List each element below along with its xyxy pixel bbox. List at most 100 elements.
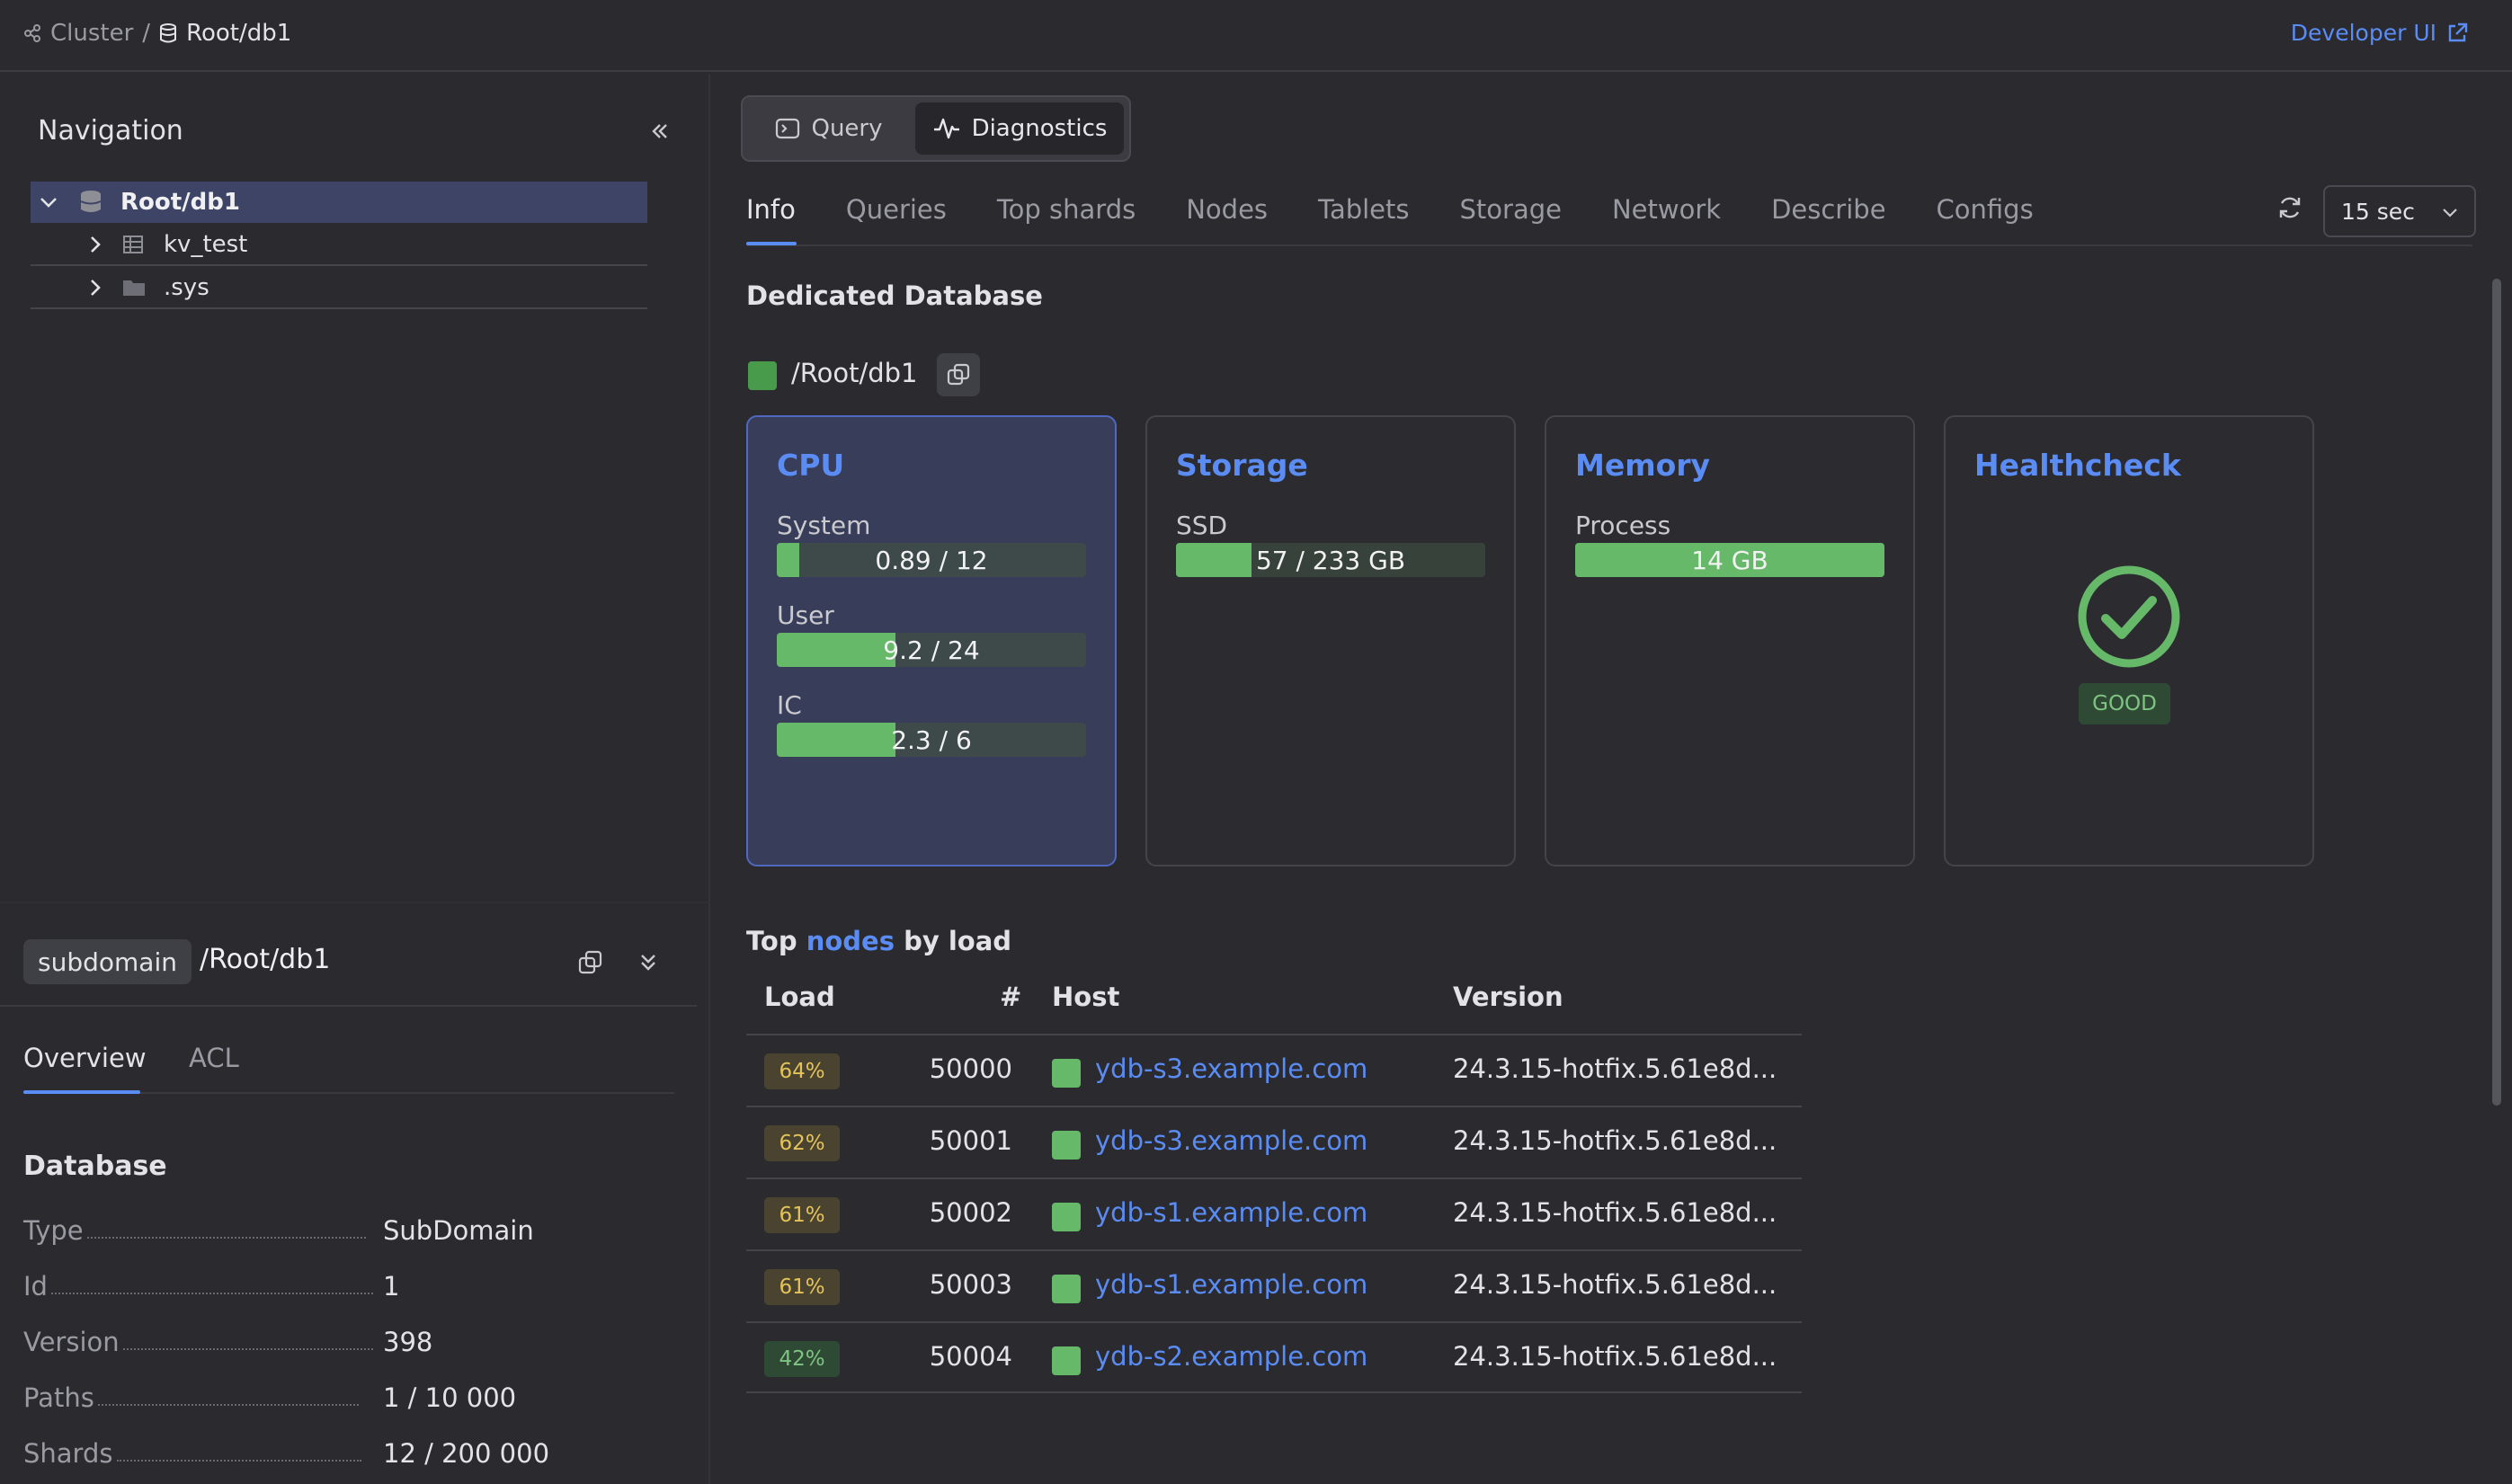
nodes-link[interactable]: nodes <box>806 926 895 956</box>
memory-card[interactable]: Memory Process 14 GB <box>1545 415 1915 866</box>
prop-row-type: Type SubDomain <box>23 1210 689 1246</box>
tab-storage[interactable]: Storage <box>1459 194 1562 225</box>
bar-text: 2.3 / 6 <box>891 724 972 755</box>
breadcrumb-cluster[interactable]: Cluster <box>50 20 134 47</box>
folder-icon <box>122 278 153 298</box>
card-title: Memory <box>1575 448 1711 483</box>
breadcrumb: Cluster / Root/db1 <box>23 20 291 47</box>
tab-tablets[interactable]: Tablets <box>1318 194 1410 225</box>
prop-row-id: Id 1 <box>23 1266 689 1302</box>
tab-configs[interactable]: Configs <box>1936 194 2034 225</box>
node-id: 50003 <box>929 1269 1012 1300</box>
node-host-link[interactable]: ydb-s3.example.com <box>1095 1053 1368 1084</box>
node-host-link[interactable]: ydb-s2.example.com <box>1095 1341 1368 1372</box>
tree-item-label: .sys <box>164 274 209 301</box>
main-scrollbar[interactable] <box>2492 279 2501 1106</box>
tab-info[interactable]: Info <box>746 194 796 225</box>
node-status-indicator <box>1052 1275 1081 1303</box>
node-version: 24.3.15-hotfix.5.61e8d... <box>1453 1269 1777 1300</box>
tab-nodes[interactable]: Nodes <box>1186 194 1269 225</box>
cluster-icon <box>23 24 41 42</box>
prop-key: Id <box>23 1271 48 1302</box>
table-row[interactable]: 61% 50002 ydb-s1.example.com 24.3.15-hot… <box>746 1177 1802 1249</box>
column-header-host[interactable]: Host <box>1052 982 1120 1012</box>
prop-row-paths: Paths 1 / 10 000 <box>23 1377 689 1413</box>
chevron-right-icon[interactable] <box>85 234 117 255</box>
tab-network[interactable]: Network <box>1611 194 1722 225</box>
main-panel: Query Diagnostics Info Queries Top shard… <box>712 74 2512 1484</box>
refresh-interval-select[interactable]: 15 sec <box>2323 185 2476 237</box>
node-version: 24.3.15-hotfix.5.61e8d... <box>1453 1053 1777 1084</box>
database-icon <box>79 190 110 215</box>
collapse-panel-icon[interactable] <box>649 120 671 142</box>
node-status-indicator <box>1052 1203 1081 1231</box>
storage-card[interactable]: Storage SSD 57 / 233 GB <box>1145 415 1516 866</box>
node-version: 24.3.15-hotfix.5.61e8d... <box>1453 1341 1777 1372</box>
mode-switch: Query Diagnostics <box>741 95 1131 162</box>
table-row[interactable]: 62% 50001 ydb-s3.example.com 24.3.15-hot… <box>746 1106 1802 1177</box>
prop-key: Type <box>23 1215 84 1246</box>
node-host-link[interactable]: ydb-s1.example.com <box>1095 1197 1368 1228</box>
chevron-down-icon[interactable] <box>38 191 70 213</box>
tab-acl[interactable]: ACL <box>189 1043 239 1073</box>
chevron-right-icon[interactable] <box>85 277 117 298</box>
dotted-leader <box>86 1237 366 1239</box>
tab-describe[interactable]: Describe <box>1771 194 1886 225</box>
table-row[interactable]: 64% 50000 ydb-s3.example.com 24.3.15-hot… <box>746 1034 1802 1106</box>
top-nodes-title: Top nodes by load <box>746 926 1011 956</box>
cpu-user-bar: 9.2 / 24 <box>777 633 1086 667</box>
tree-item-kv-test[interactable]: kv_test <box>31 225 647 266</box>
refresh-icon[interactable] <box>2276 194 2303 221</box>
query-mode-button[interactable]: Query <box>748 102 910 155</box>
copy-path-icon[interactable] <box>577 949 604 976</box>
terminal-icon <box>775 118 800 139</box>
healthcheck-card[interactable]: Healthcheck GOOD <box>1944 415 2314 866</box>
database-path: /Root/db1 <box>791 358 918 388</box>
node-status-indicator <box>1052 1131 1081 1160</box>
prop-row-version: Version 398 <box>23 1321 689 1357</box>
cpu-card[interactable]: CPU System 0.89 / 12 User 9.2 / 24 IC 2.… <box>746 415 1117 866</box>
expand-summary-icon[interactable] <box>637 951 660 974</box>
tab-overview[interactable]: Overview <box>23 1043 147 1073</box>
node-id: 50004 <box>929 1341 1012 1372</box>
chevron-down-icon <box>2440 203 2460 223</box>
column-header-load[interactable]: Load <box>764 982 835 1012</box>
developer-ui-link[interactable]: Developer UI <box>2291 20 2469 46</box>
section-title-database: Database <box>23 1151 167 1182</box>
bar-text: 9.2 / 24 <box>883 635 980 665</box>
diagnostics-mode-button[interactable]: Diagnostics <box>915 102 1124 155</box>
diagnostics-mode-label: Diagnostics <box>971 115 1108 142</box>
bar-fill <box>1575 543 1884 577</box>
node-id: 50001 <box>929 1125 1012 1156</box>
node-id: 50000 <box>929 1053 1012 1084</box>
load-badge: 61% <box>764 1197 840 1233</box>
bar-fill <box>1176 543 1252 577</box>
entity-type-badge: subdomain <box>23 939 192 984</box>
tree-item-sys[interactable]: .sys <box>31 268 647 309</box>
load-badge: 42% <box>764 1341 840 1377</box>
active-tab-indicator <box>23 1090 140 1094</box>
bar-fill <box>777 723 895 757</box>
tab-top-shards[interactable]: Top shards <box>996 194 1136 225</box>
summary-divider <box>0 902 710 903</box>
diagnostics-tabs: Info Queries Top shards Nodes Tablets St… <box>746 194 2084 225</box>
summary-tabs-line <box>23 1092 674 1094</box>
card-title: Healthcheck <box>1974 448 2181 483</box>
copy-path-button[interactable] <box>937 353 980 396</box>
breadcrumb-separator: / <box>142 20 151 47</box>
column-header-id[interactable]: # <box>1000 982 1022 1012</box>
database-icon <box>159 23 177 43</box>
tab-queries[interactable]: Queries <box>845 194 947 225</box>
bar-fill <box>777 633 895 667</box>
load-badge: 62% <box>764 1125 840 1161</box>
node-host-link[interactable]: ydb-s1.example.com <box>1095 1269 1368 1300</box>
node-host-link[interactable]: ydb-s3.example.com <box>1095 1125 1368 1156</box>
table-row[interactable]: 42% 50004 ydb-s2.example.com 24.3.15-hot… <box>746 1321 1802 1393</box>
cpu-ic-bar: 2.3 / 6 <box>777 723 1086 757</box>
status-indicator <box>748 361 777 390</box>
tree-item-root-db1[interactable]: Root/db1 <box>31 182 647 223</box>
prop-row-shards: Shards 12 / 200 000 <box>23 1433 689 1469</box>
column-header-version[interactable]: Version <box>1453 982 1563 1012</box>
table-row[interactable]: 61% 50003 ydb-s1.example.com 24.3.15-hot… <box>746 1249 1802 1321</box>
active-tab-indicator <box>746 242 797 245</box>
